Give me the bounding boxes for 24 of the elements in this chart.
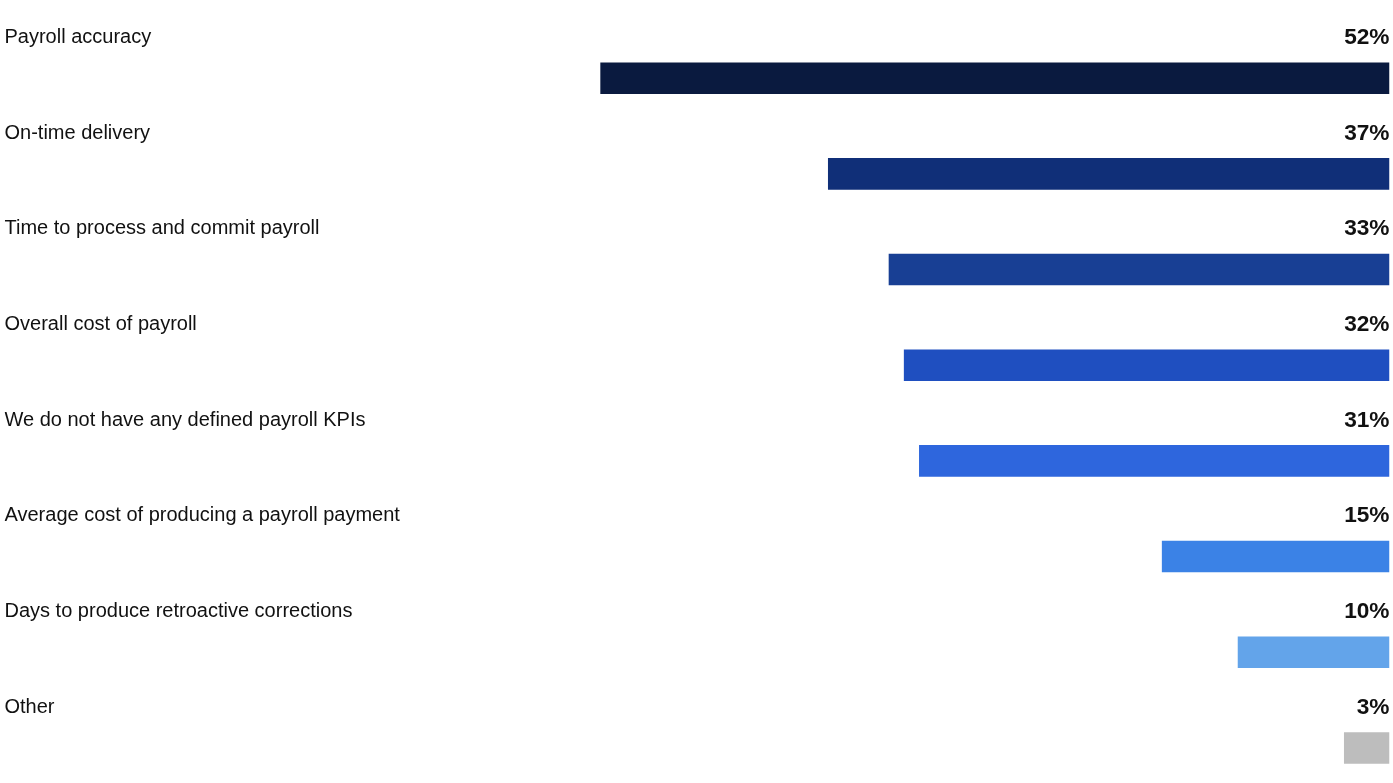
bar	[1237, 636, 1390, 669]
bar	[600, 62, 1390, 94]
bar	[888, 253, 1390, 286]
y-tick-label: On-time delivery	[4, 120, 151, 143]
y-tick-label: Time to process and commit payroll	[4, 216, 320, 239]
data-label: 15%	[1344, 501, 1390, 528]
data-label: 37%	[1344, 118, 1390, 145]
data-label: 31%	[1344, 405, 1390, 432]
bar	[903, 349, 1390, 381]
data-label: 32%	[1344, 310, 1390, 337]
data-label: 10%	[1344, 597, 1390, 624]
data-label: 33%	[1344, 214, 1390, 241]
y-tick-label: Other	[4, 694, 55, 717]
y-tick-label: Average cost of producing a payroll payment	[4, 503, 401, 526]
y-tick-label: Days to produce retroactive corrections	[4, 599, 353, 622]
y-tick-label: Overall cost of payroll	[4, 312, 197, 335]
y-tick-label: Payroll accuracy	[4, 25, 152, 48]
bar	[827, 158, 1390, 190]
bar	[1343, 732, 1390, 764]
data-label: 52%	[1344, 23, 1390, 50]
y-tick-label: We do not have any defined payroll KPIs	[4, 407, 366, 430]
bar	[919, 445, 1390, 477]
data-label: 3%	[1356, 692, 1390, 719]
bar	[1161, 540, 1390, 573]
